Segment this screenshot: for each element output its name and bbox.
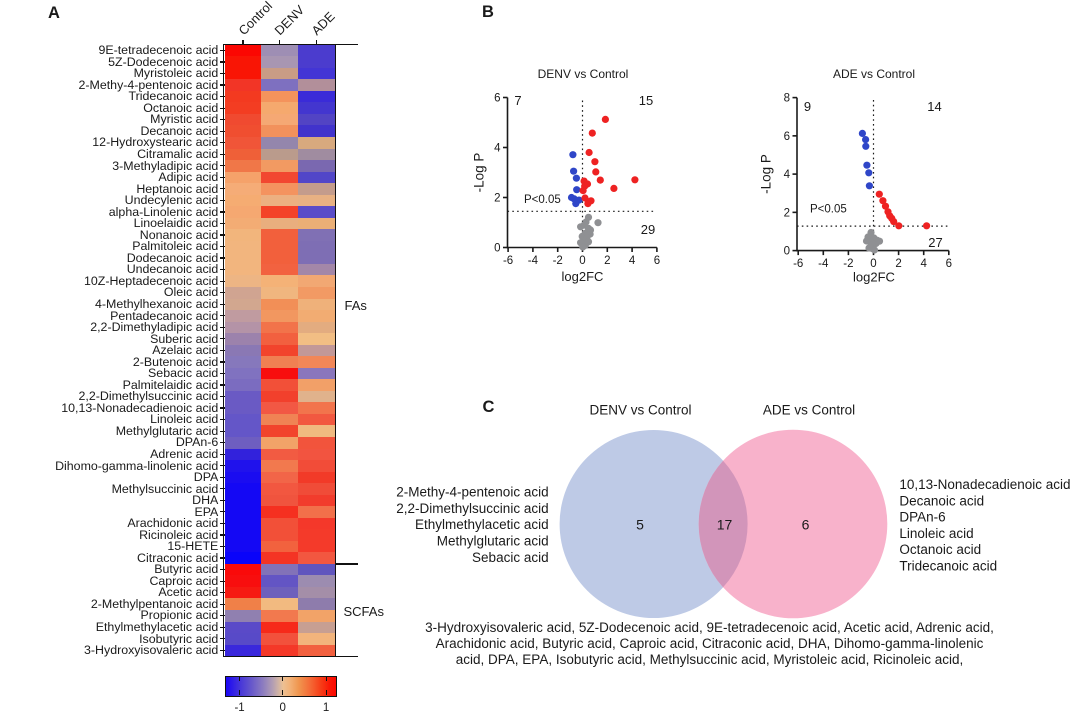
- svg-text:10,13-Nonadecadienoic acid: 10,13-Nonadecadienoic acid: [899, 477, 1070, 492]
- svg-text:3-Hydroxyisovaleric acid, 5Z-D: 3-Hydroxyisovaleric acid, 5Z-Dodecenoic …: [425, 620, 994, 635]
- svg-text:-2: -2: [843, 258, 853, 270]
- svg-text:-2: -2: [553, 255, 563, 267]
- svg-text:2: 2: [604, 255, 610, 267]
- svg-text:0: 0: [494, 243, 500, 255]
- svg-text:7: 7: [514, 93, 521, 108]
- svg-text:4: 4: [784, 169, 791, 181]
- svg-text:29: 29: [641, 222, 655, 237]
- svg-text:P<0.05: P<0.05: [524, 194, 561, 206]
- svg-text:14: 14: [927, 99, 941, 114]
- svg-text:Methylglutaric acid: Methylglutaric acid: [437, 534, 549, 549]
- svg-text:log2FC: log2FC: [853, 270, 895, 285]
- svg-text:DPAn-6: DPAn-6: [899, 510, 945, 525]
- svg-text:6: 6: [494, 93, 500, 105]
- svg-text:8: 8: [784, 93, 790, 105]
- svg-text:-4: -4: [818, 258, 829, 270]
- svg-text:log2FC: log2FC: [562, 269, 604, 284]
- svg-text:Decanoic acid: Decanoic acid: [899, 493, 984, 508]
- svg-text:0: 0: [784, 246, 790, 258]
- svg-text:9: 9: [804, 99, 811, 114]
- svg-text:0: 0: [870, 258, 876, 270]
- svg-text:6: 6: [654, 255, 660, 267]
- svg-text:ADE vs Control: ADE vs Control: [833, 67, 915, 81]
- svg-text:2: 2: [784, 207, 790, 219]
- svg-text:-6: -6: [503, 255, 513, 267]
- svg-text:4: 4: [494, 143, 501, 155]
- svg-text:6: 6: [784, 131, 790, 143]
- svg-text:-Log P: -Log P: [472, 153, 487, 193]
- svg-text:Ethylmethylacetic acid: Ethylmethylacetic acid: [415, 517, 549, 532]
- svg-text:Arachidonic acid, Butyric acid: Arachidonic acid, Butyric acid, Caproic …: [436, 636, 984, 651]
- svg-text:27: 27: [928, 235, 942, 250]
- svg-text:17: 17: [717, 517, 733, 533]
- svg-text:-4: -4: [528, 255, 539, 267]
- svg-text:15: 15: [639, 93, 653, 108]
- svg-text:Linoleic acid: Linoleic acid: [899, 526, 973, 541]
- svg-text:6: 6: [802, 517, 810, 533]
- svg-text:2: 2: [895, 258, 901, 270]
- svg-text:5: 5: [636, 517, 644, 533]
- svg-text:-Log P: -Log P: [759, 154, 774, 194]
- svg-text:Octanoic acid: Octanoic acid: [899, 542, 981, 557]
- svg-text:-6: -6: [793, 258, 803, 270]
- svg-text:0: 0: [579, 255, 585, 267]
- svg-text:2-Methy-4-pentenoic acid: 2-Methy-4-pentenoic acid: [396, 485, 548, 500]
- svg-text:4: 4: [920, 258, 927, 270]
- svg-text:DENV vs Control: DENV vs Control: [538, 67, 629, 81]
- svg-text:Tridecanoic acid: Tridecanoic acid: [899, 559, 997, 574]
- svg-text:6: 6: [946, 258, 952, 270]
- svg-text:2: 2: [494, 193, 500, 205]
- svg-text:DENV vs Control: DENV vs Control: [589, 403, 691, 418]
- svg-text:4: 4: [629, 255, 636, 267]
- svg-text:ADE vs Control: ADE vs Control: [763, 403, 855, 418]
- svg-text:P<0.05: P<0.05: [810, 204, 847, 216]
- svg-text:Sebacic acid: Sebacic acid: [472, 550, 549, 565]
- svg-text:acid, DPA, EPA, Isobutyric aci: acid, DPA, EPA, Isobutyric acid, Methyls…: [456, 652, 963, 667]
- svg-text:2,2-Dimethylsuccinic acid: 2,2-Dimethylsuccinic acid: [396, 501, 548, 516]
